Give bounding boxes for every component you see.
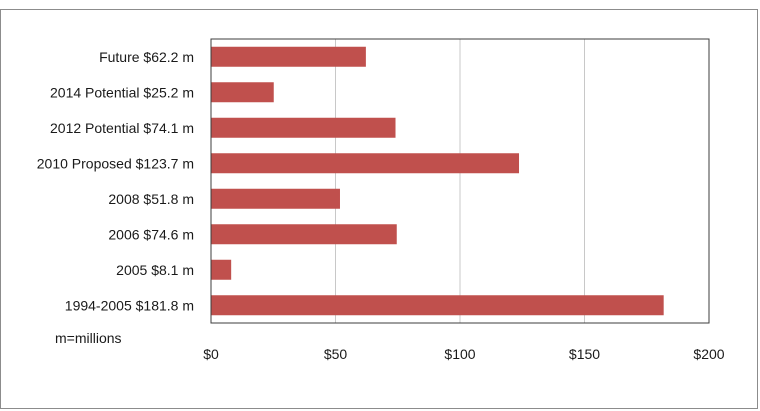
category-label: 1994-2005 $181.8 m — [65, 297, 194, 313]
x-tick-label: $200 — [693, 346, 724, 362]
units-note: m=millions — [55, 330, 122, 346]
bar — [211, 82, 274, 103]
category-label: 2012 Potential $74.1 m — [50, 120, 194, 136]
bar — [211, 259, 232, 280]
bar — [211, 188, 340, 209]
plot-area-border — [210, 38, 710, 324]
category-label: 2010 Proposed $123.7 m — [37, 155, 194, 171]
gridlines — [335, 39, 585, 323]
category-label: 2005 $8.1 m — [116, 262, 194, 278]
bar — [211, 46, 366, 67]
chart-frame — [0, 9, 758, 409]
x-tick-label: $0 — [203, 346, 219, 362]
bar — [211, 117, 396, 138]
bar — [211, 153, 520, 174]
x-tick-labels: $0 $50 $100 $150 $200 — [203, 346, 725, 362]
x-tick-label: $100 — [444, 346, 475, 362]
bars — [211, 46, 664, 316]
x-tick-label: $150 — [569, 346, 600, 362]
x-tick-label: $50 — [324, 346, 348, 362]
bar — [211, 224, 397, 245]
category-labels: Future $62.2 m 2014 Potential $25.2 m 2012… — [37, 49, 194, 314]
category-label: Future $62.2 m — [99, 49, 194, 65]
category-label: 2008 $51.8 m — [108, 191, 194, 207]
plot-border — [210, 38, 710, 324]
bar — [211, 295, 664, 316]
category-label: 2014 Potential $25.2 m — [50, 84, 194, 100]
category-label: 2006 $74.6 m — [108, 226, 194, 242]
